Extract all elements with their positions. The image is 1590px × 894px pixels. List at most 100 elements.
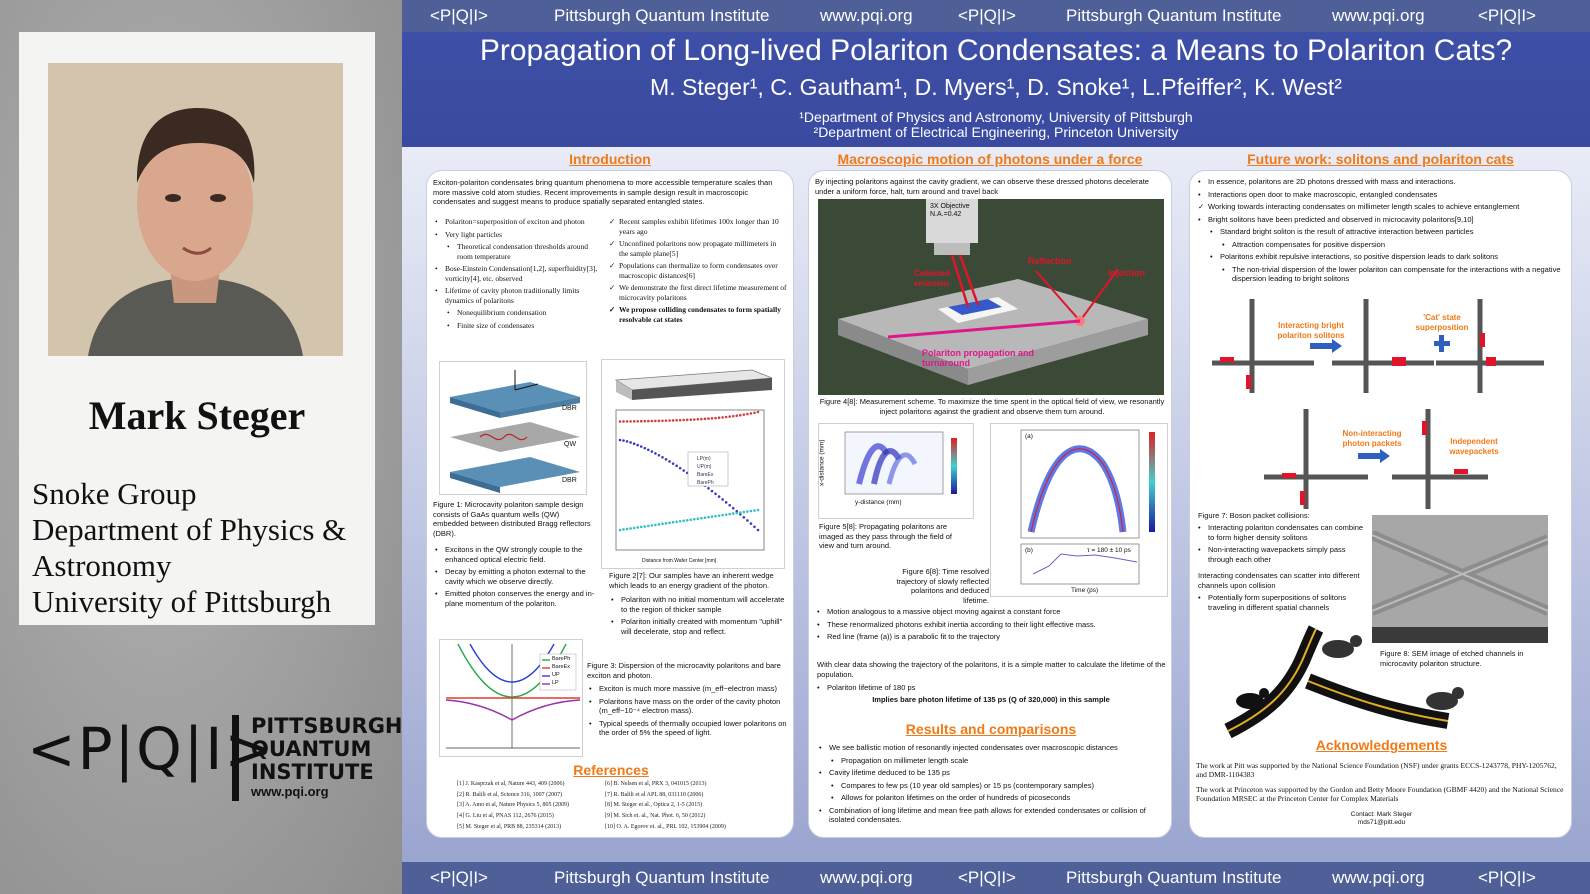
- fig2-data-mark: [717, 416, 721, 420]
- bar-institute: Pittsburgh Quantum Institute: [554, 868, 770, 887]
- fig2-data-mark: [618, 438, 622, 442]
- fig2-data-mark: [661, 455, 664, 459]
- fig2-data-mark: [682, 418, 685, 422]
- figure-8-caption: Figure 8: SEM image of etched channels i…: [1380, 649, 1524, 668]
- fig2-data-mark: [643, 446, 647, 450]
- reference-item: [3] A. Amo et al, Nature Physics 5, 805 …: [457, 802, 569, 809]
- logo-line: PITTSBURGH: [251, 714, 403, 738]
- future-work-panel: In essence, polaritons are 2D photons dr…: [1189, 170, 1572, 838]
- reference-item: [10] O. A. Egorov et. al., PRL 102, 1539…: [605, 823, 726, 830]
- list-item: Bose-Einstein Condensation[1,2], superfl…: [433, 264, 605, 283]
- fig2-data-mark: [685, 418, 689, 422]
- fig2-data-mark: [717, 514, 721, 517]
- list-item: Polaritons exhibit repulsive interaction…: [1208, 252, 1568, 262]
- ack-princeton: The work at Princeton was supported by t…: [1196, 785, 1564, 803]
- fig2-data-mark: [735, 509, 739, 513]
- affiliation-line: Astronomy: [32, 548, 172, 583]
- list-item: Interacting polariton condensates can co…: [1196, 523, 1368, 542]
- fig2-data-mark: [721, 416, 724, 419]
- fig2-data-mark: [678, 519, 682, 523]
- ack-pitt: The work at Pitt was supported by the Na…: [1196, 761, 1557, 779]
- fig2-data-mark: [714, 514, 717, 518]
- fig2-data-mark: [650, 524, 654, 527]
- macroscopic-lead: By injecting polaritons against the cavi…: [815, 177, 1149, 196]
- fig2-data-mark: [622, 528, 625, 531]
- fig2-data-mark: [728, 512, 731, 516]
- fig2-data-mark: [639, 525, 643, 529]
- section-title-references: References: [573, 762, 649, 778]
- fig2-data-mark: [661, 419, 664, 423]
- fig2-data-mark: [639, 445, 643, 448]
- list-item: Working towards interacting condensates …: [1196, 202, 1568, 212]
- fig2-data-mark: [753, 411, 756, 415]
- legend-entry: LP(m): [697, 456, 711, 462]
- title-banner: Propagation of Long-lived Polariton Cond…: [402, 32, 1590, 147]
- macroscopic-panel: By injecting polaritons against the cavi…: [808, 170, 1172, 838]
- list-item: The non-trivial dispersion of the lower …: [1220, 265, 1568, 284]
- future-bullets: In essence, polaritons are 2D photons dr…: [1196, 177, 1568, 287]
- fig4-objective-label: 3X Objective N.A.=0.42: [930, 203, 970, 218]
- fig2-data-mark: [742, 413, 746, 416]
- fig5-x-axis-label: y-distance (mm): [855, 499, 902, 506]
- list-item: Very light particles: [433, 230, 605, 240]
- fig2-data-mark: [707, 486, 710, 490]
- fig2-data-mark: [636, 419, 639, 423]
- list-item: We see ballistic motion of resonantly in…: [817, 743, 1169, 753]
- figure-7-para: Interacting condensates can scatter into…: [1198, 571, 1360, 590]
- figure-7-sub: Potentially form superpositions of solit…: [1196, 593, 1368, 615]
- bar-url: www.pqi.org: [1332, 868, 1425, 887]
- legend-entry: UP(m): [697, 464, 712, 470]
- list-item: Propagation on millimeter length scale: [829, 756, 1169, 766]
- diagram-label-cat-state: 'Cat' state superposition: [1415, 313, 1469, 332]
- list-item: Recent samples exhibit lifetimes 100x lo…: [607, 217, 787, 236]
- section-title-results: Results and comparisons: [905, 721, 1077, 737]
- cat-channels-illustration: [1198, 621, 1468, 741]
- list-item: Polariton with no initial momentum will …: [609, 595, 789, 614]
- list-item: Cavity lifetime deduced to be 135 ps: [817, 768, 1169, 778]
- fig2-data-mark: [749, 522, 753, 525]
- fig2-data-mark: [689, 418, 693, 421]
- bar-institute: Pittsburgh Quantum Institute: [1066, 868, 1282, 887]
- fig2-data-mark: [632, 526, 636, 530]
- poster: <P|Q|I> Pittsburgh Quantum Institute www…: [402, 0, 1590, 894]
- fig2-data-mark: [643, 525, 647, 528]
- figure-6-caption: Figure 6[8]: Time resolved trajectory of…: [896, 567, 989, 605]
- fig1-label: DBR: [562, 477, 577, 484]
- fig2-data-mark: [724, 513, 728, 516]
- bar-logo: <P|Q|I>: [430, 868, 488, 887]
- fig1-label: QW: [564, 441, 577, 448]
- list-item: Exciton is much more massive (m_eff~elec…: [587, 684, 791, 694]
- list-item: Bright solitons have been predicted and …: [1196, 215, 1568, 225]
- bar-url: www.pqi.org: [820, 6, 913, 25]
- fig2-data-mark: [693, 517, 696, 521]
- fig2-data-mark: [714, 416, 717, 420]
- figure-6-trajectory: (a) (b) τ = 180 ± 10 ps Time (ps): [990, 423, 1168, 597]
- fig1-label: DBR: [562, 405, 577, 412]
- fig2-data-mark: [632, 442, 636, 446]
- fig2-data-mark: [664, 419, 668, 422]
- list-item: Motion analogous to a massive object mov…: [815, 607, 1167, 617]
- fig2-data-mark: [664, 522, 668, 525]
- fig2-data-mark: [739, 511, 742, 514]
- fig2-data-mark: [756, 508, 760, 512]
- fig2-data-mark: [714, 492, 717, 496]
- macroscopic-para: With clear data showing the trajectory o…: [817, 660, 1166, 679]
- fig2-data-mark: [664, 458, 668, 461]
- list-item: Red line (frame (a)) is a parabolic fit …: [815, 632, 1167, 642]
- figure-1-caption: Figure 1: Microcavity polariton sample d…: [433, 500, 591, 538]
- results-bullets: We see ballistic motion of resonantly in…: [817, 743, 1169, 828]
- diagram-label-bright-solitons: Interacting bright polariton solitons: [1277, 321, 1345, 340]
- fig2-data-mark: [632, 420, 636, 423]
- fig2-data-mark: [707, 515, 710, 519]
- fig2-data-mark: [710, 417, 714, 420]
- reference-item: [2] R. Balili et al, Science 316, 1007 (…: [457, 791, 563, 798]
- poster-affiliation-2: ²Department of Electrical Engineering, P…: [813, 124, 1179, 140]
- fig2-data-mark: [749, 412, 753, 415]
- fig2-data-mark: [647, 524, 650, 528]
- section-title-introduction: Introduction: [569, 151, 651, 167]
- fig2-data-mark: [654, 452, 657, 455]
- fig2-data-mark: [685, 518, 689, 522]
- logo-line: QUANTUM: [251, 737, 372, 761]
- fig2-data-mark: [689, 518, 693, 522]
- list-item: Decay by emitting a photon external to t…: [433, 567, 599, 586]
